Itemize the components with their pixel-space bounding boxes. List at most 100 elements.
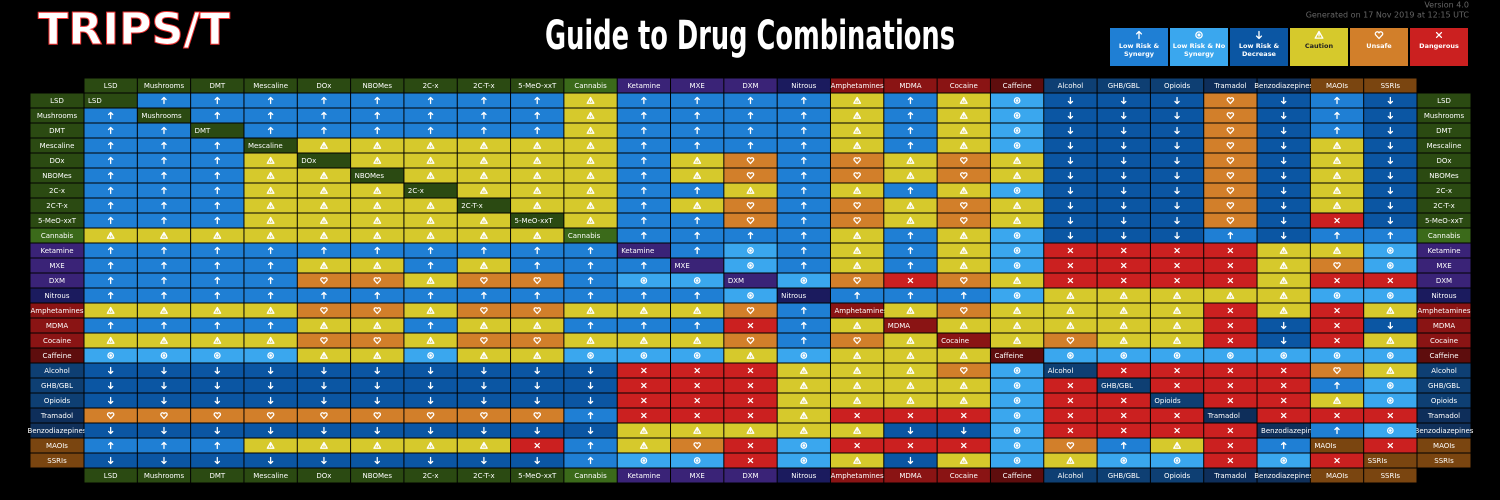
icon-stroke	[1067, 171, 1074, 180]
icon	[1386, 397, 1394, 404]
icon	[586, 186, 595, 194]
column-header-bg	[1097, 78, 1150, 93]
icon	[1387, 126, 1394, 135]
icon	[853, 217, 861, 225]
column-footer: GHB/GBL	[1108, 472, 1140, 480]
row-footer-bg	[1417, 393, 1471, 408]
icon-stroke	[1120, 277, 1127, 284]
icon	[693, 352, 701, 359]
icon-stroke	[427, 426, 434, 435]
icon-stroke	[267, 396, 274, 405]
column-footer-bg	[830, 468, 884, 483]
icon	[533, 412, 542, 420]
icon-stroke	[214, 216, 221, 225]
icon	[373, 216, 382, 224]
icon-stroke	[321, 111, 327, 120]
icon	[1387, 216, 1394, 225]
icon-stroke	[1226, 172, 1235, 180]
icon	[107, 396, 114, 405]
icon-stroke	[907, 141, 914, 150]
icon	[1067, 141, 1074, 150]
icon-stroke	[373, 231, 382, 239]
diagonal-label: Benzodiazepines	[1261, 427, 1320, 435]
icon	[1174, 141, 1180, 150]
icon-dot	[1015, 399, 1019, 402]
icon	[959, 321, 968, 329]
row-header: GHB/GBL	[41, 382, 73, 390]
icon	[267, 276, 274, 285]
icon-stroke	[320, 277, 328, 285]
icon-stroke	[426, 336, 435, 344]
interaction-cell	[351, 273, 404, 288]
icon	[959, 307, 968, 315]
icon-stroke	[1120, 247, 1127, 254]
icon-stroke	[641, 186, 647, 195]
icon	[1387, 442, 1394, 449]
icon	[373, 156, 382, 164]
icon	[534, 261, 540, 270]
icon-stroke	[853, 381, 862, 389]
icon	[1374, 31, 1384, 40]
icon-stroke	[321, 96, 327, 105]
row-footer: Caffeine	[1430, 352, 1459, 360]
icon	[107, 426, 114, 435]
icon	[1067, 247, 1074, 254]
icon-dot	[1015, 414, 1019, 417]
icon	[266, 231, 275, 239]
icon	[694, 321, 700, 330]
icon-stroke	[586, 201, 595, 209]
icon-stroke	[1334, 126, 1340, 135]
icon-dot	[162, 354, 166, 357]
icon	[853, 321, 862, 329]
icon	[587, 441, 594, 450]
icon-ring	[1013, 127, 1021, 134]
icon	[373, 337, 382, 345]
column-footer-bg	[937, 468, 990, 483]
column-footer-bg	[1150, 468, 1204, 483]
icon	[1280, 156, 1287, 165]
icon-stroke	[1067, 277, 1074, 284]
column-header-bg	[990, 78, 1044, 93]
icon	[214, 246, 221, 255]
icon-stroke	[1067, 427, 1074, 434]
icon	[1226, 217, 1235, 225]
row-header-bg	[30, 363, 84, 378]
column-header-bg	[137, 78, 191, 93]
icon-stroke	[801, 186, 807, 195]
icon	[906, 216, 915, 224]
column-header: MDMA	[899, 82, 921, 90]
icon	[746, 337, 755, 345]
icon-stroke	[799, 381, 808, 389]
icon	[959, 351, 968, 359]
icon-dot	[1175, 459, 1179, 462]
icon-stroke	[1173, 336, 1182, 344]
icon	[801, 126, 807, 135]
icon-stroke	[373, 412, 382, 420]
icon	[1280, 216, 1287, 225]
icon	[1173, 291, 1182, 299]
icon	[1174, 186, 1180, 195]
icon-dot	[1335, 294, 1339, 297]
icon-stroke	[587, 411, 594, 420]
icon-stroke	[1173, 441, 1182, 449]
icon-stroke	[801, 126, 807, 135]
icon-stroke	[107, 366, 114, 375]
interaction-cell	[724, 153, 777, 168]
icon-stroke	[373, 351, 382, 359]
icon	[1280, 367, 1287, 374]
icon-stroke	[1067, 186, 1074, 195]
icon-stroke	[1067, 231, 1074, 240]
icon-dot	[1015, 264, 1019, 267]
icon-stroke	[1174, 111, 1180, 120]
interaction-cell	[1044, 438, 1097, 453]
icon-ring	[1386, 427, 1394, 434]
icon	[214, 201, 221, 210]
icon	[106, 231, 115, 239]
icon-stroke	[907, 277, 914, 284]
icon	[373, 441, 382, 449]
icon	[746, 157, 755, 165]
icon	[746, 202, 755, 210]
icon-ring	[800, 442, 808, 449]
column-header: Benzodiazepines	[1254, 82, 1313, 90]
icon-stroke	[1280, 111, 1287, 120]
